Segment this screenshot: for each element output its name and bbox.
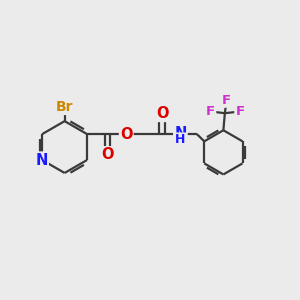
Text: O: O bbox=[120, 127, 133, 142]
Text: O: O bbox=[101, 147, 114, 162]
Text: F: F bbox=[206, 105, 215, 118]
Text: N: N bbox=[174, 126, 187, 141]
Text: F: F bbox=[235, 105, 244, 118]
Text: F: F bbox=[222, 94, 231, 107]
Text: Br: Br bbox=[56, 100, 74, 114]
Text: O: O bbox=[156, 106, 168, 121]
Text: N: N bbox=[35, 152, 48, 167]
Text: H: H bbox=[175, 134, 186, 146]
